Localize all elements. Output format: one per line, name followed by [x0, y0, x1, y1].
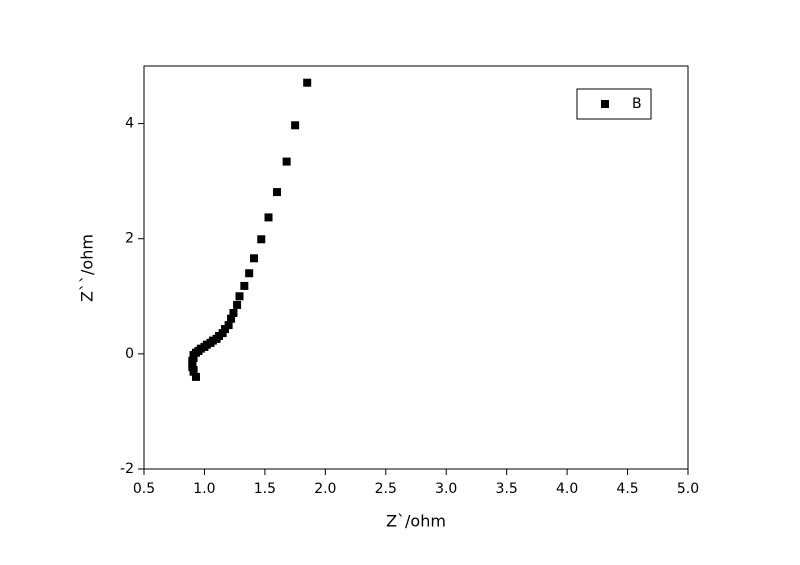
- point: [250, 254, 259, 263]
- point: [303, 78, 312, 87]
- y-tick-label: -2: [120, 461, 134, 477]
- legend-box: [576, 88, 652, 120]
- legend-marker: [601, 100, 609, 108]
- y-tick-label: 4: [125, 116, 134, 132]
- point: [220, 325, 229, 334]
- y-tick-label: 0: [125, 346, 134, 362]
- x-axis-title: Z`/ohm: [386, 512, 446, 531]
- x-tick-label: 3.5: [496, 481, 518, 497]
- point: [282, 157, 291, 166]
- point: [224, 321, 233, 330]
- point: [257, 235, 266, 244]
- x-tick-label: 1.5: [254, 481, 276, 497]
- x-tick-label: 5.0: [677, 481, 699, 497]
- point: [189, 367, 198, 376]
- x-tick-label: 2.0: [314, 481, 336, 497]
- plot-frame: [143, 65, 689, 470]
- y-tick-label: 2: [125, 231, 134, 247]
- point: [227, 314, 236, 323]
- point: [245, 269, 254, 278]
- y-axis-title: Z``/ohm: [78, 234, 97, 302]
- point: [272, 188, 281, 197]
- x-tick-label: 3.0: [435, 481, 457, 497]
- point: [264, 213, 273, 222]
- point: [291, 121, 300, 130]
- x-tick-label: 0.5: [133, 481, 155, 497]
- point: [240, 281, 249, 290]
- point: [229, 308, 238, 317]
- legend-label: B: [632, 96, 642, 112]
- x-tick-label: 4.0: [556, 481, 578, 497]
- point: [191, 372, 200, 381]
- point: [235, 292, 244, 301]
- x-tick-label: 4.5: [616, 481, 638, 497]
- x-tick-label: 1.0: [193, 481, 215, 497]
- point: [233, 300, 242, 309]
- x-tick-label: 2.5: [375, 481, 397, 497]
